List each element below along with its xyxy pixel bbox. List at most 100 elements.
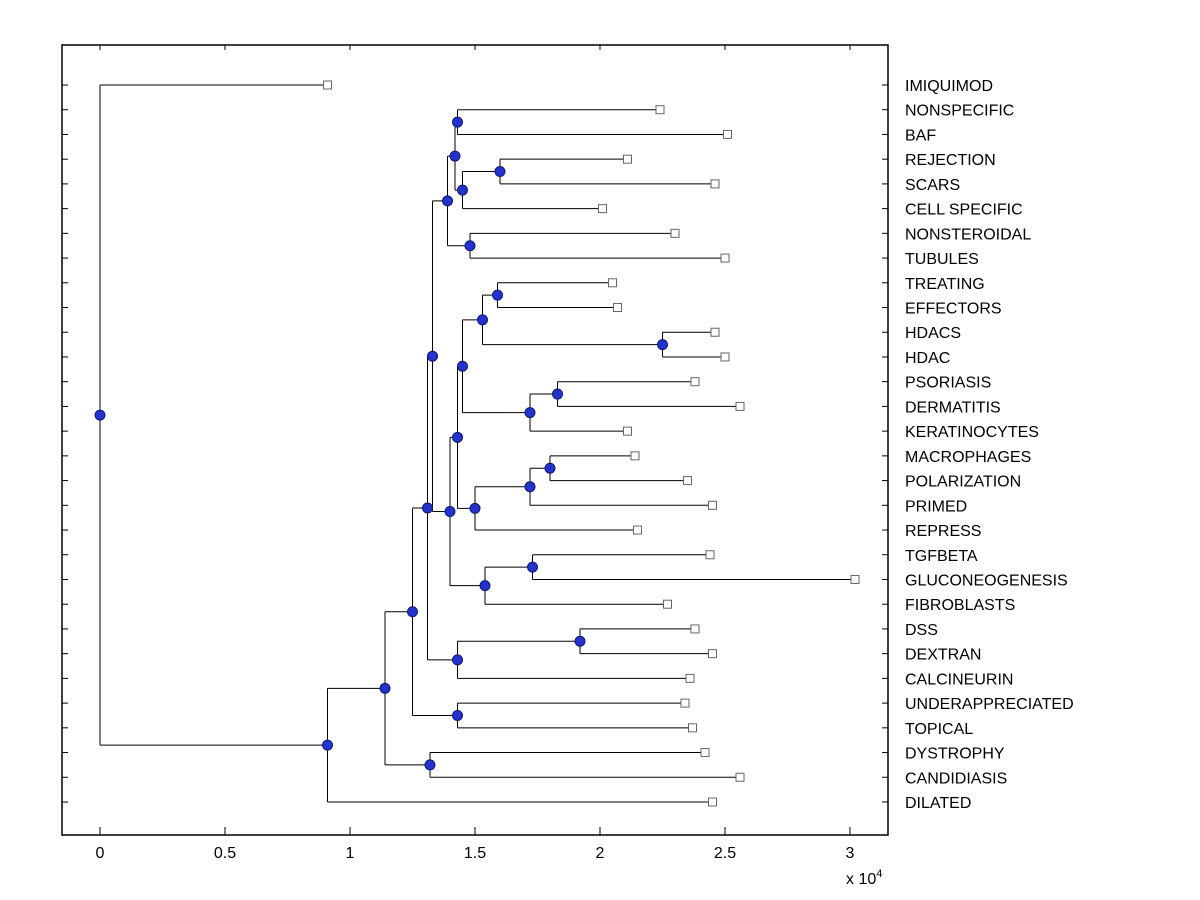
leaf-label: POLARIZATION — [905, 474, 1021, 491]
internal-node-marker — [464, 240, 476, 252]
leaf-marker — [688, 723, 697, 733]
internal-node-marker — [492, 289, 503, 301]
leaf-label: IMIQUIMOD — [905, 78, 993, 95]
leaf-label: HDAC — [905, 350, 950, 367]
leaf-marker — [708, 500, 717, 510]
internal-node-marker — [657, 339, 668, 351]
leaf-label: EFFECTORS — [905, 301, 1002, 318]
leaf-label: TOPICAL — [905, 721, 973, 738]
leaf-label: TREATING — [905, 276, 985, 293]
leaf-marker — [630, 451, 640, 461]
x-tick-label: 0.5 — [214, 845, 236, 862]
leaf-marker — [720, 352, 730, 362]
internal-node-marker — [322, 739, 333, 751]
internal-node-marker — [452, 431, 463, 443]
leaf-label: PSORIASIS — [905, 375, 991, 392]
leaf-label: BAF — [905, 127, 936, 144]
internal-node-marker — [544, 462, 556, 474]
axis-multiplier-exponent: 4 — [876, 868, 882, 880]
internal-node-marker — [452, 709, 463, 721]
x-tick-label: 2 — [596, 845, 605, 862]
leaf-marker — [723, 129, 732, 139]
leaf-label: DYSTROPHY — [905, 746, 1005, 763]
leaf-marker — [670, 228, 680, 238]
leaf-label: MACROPHAGES — [905, 449, 1031, 466]
x-tick-label: 2.5 — [714, 845, 736, 862]
internal-node-marker — [452, 116, 463, 128]
internal-node-marker — [524, 407, 536, 419]
leaf-label: UNDERAPPRECIATED — [905, 696, 1074, 713]
leaf-marker — [613, 303, 622, 313]
axis-multiplier: x 104 — [846, 868, 882, 888]
leaf-marker — [623, 154, 632, 164]
leaf-marker — [690, 624, 700, 634]
x-tick-label: 1.5 — [464, 845, 486, 862]
leaf-marker — [708, 797, 717, 807]
leaf-marker — [663, 599, 672, 609]
leaf-marker — [685, 673, 695, 683]
leaf-marker — [700, 748, 710, 758]
axis-multiplier-base: x 10 — [846, 871, 876, 888]
leaf-marker — [735, 772, 745, 782]
leaf-label: NONSTEROIDAL — [905, 226, 1031, 243]
x-tick-label: 3 — [846, 845, 855, 862]
internal-node-marker — [494, 166, 506, 178]
leaf-marker — [850, 574, 860, 584]
leaf-label: CELL SPECIFIC — [905, 202, 1023, 219]
leaf-marker — [710, 327, 720, 337]
leaf-marker — [623, 426, 632, 436]
x-tick-label: 0 — [96, 845, 105, 862]
internal-node-marker — [457, 360, 468, 372]
axes-box — [61, 44, 889, 836]
internal-node-marker — [552, 388, 563, 400]
leaf-marker — [598, 204, 607, 214]
leaf-marker — [323, 80, 332, 90]
internal-node-marker — [449, 150, 461, 162]
x-tick-label: 1 — [346, 845, 355, 862]
leaf-marker — [608, 278, 617, 288]
leaf-marker — [655, 105, 665, 115]
internal-node-marker — [94, 409, 106, 421]
internal-node-marker — [379, 682, 391, 694]
leaf-label: TUBULES — [905, 251, 979, 268]
leaf-label: TGFBETA — [905, 548, 978, 565]
leaf-label: DSS — [905, 622, 938, 639]
branch-lines — [99, 84, 855, 803]
leaf-marker — [705, 550, 715, 560]
internal-node-marker — [422, 502, 433, 514]
leaf-marker — [708, 649, 717, 659]
internal-node-marker — [574, 635, 586, 647]
internal-node-marker — [444, 505, 456, 517]
internal-node-marker — [424, 759, 436, 771]
internal-node-marker — [524, 481, 536, 493]
leaf-marker — [690, 377, 700, 387]
leaf-label: CANDIDIASIS — [905, 770, 1007, 787]
leaf-marker — [680, 698, 690, 708]
internal-node-marker — [452, 654, 463, 666]
internal-node-marker — [527, 561, 538, 573]
internal-node-marker — [442, 195, 453, 207]
leaf-label: DILATED — [905, 795, 971, 812]
leaf-label: DERMATITIS — [905, 399, 1001, 416]
leaf-marker — [633, 525, 642, 535]
internal-node-marker — [407, 606, 418, 618]
leaf-marker — [735, 401, 745, 411]
leaf-label: REJECTION — [905, 152, 996, 169]
leaf-label: CALCINEURIN — [905, 671, 1013, 688]
leaf-marker — [683, 476, 692, 486]
leaf-label: REPRESS — [905, 523, 981, 540]
leaf-label: DEXTRAN — [905, 647, 981, 664]
leaf-label: NONSPECIFIC — [905, 103, 1014, 120]
leaf-marker — [720, 253, 730, 263]
leaf-label: KERATINOCYTES — [905, 424, 1039, 441]
internal-node-marker — [457, 184, 468, 196]
leaf-label: FIBROBLASTS — [905, 597, 1015, 614]
internal-node-marker — [427, 350, 438, 362]
leaf-label: HDACS — [905, 325, 961, 342]
internal-node-marker — [477, 314, 488, 326]
internal-node-marker — [469, 502, 481, 514]
leaf-label: SCARS — [905, 177, 960, 194]
leaf-marker — [710, 179, 720, 189]
